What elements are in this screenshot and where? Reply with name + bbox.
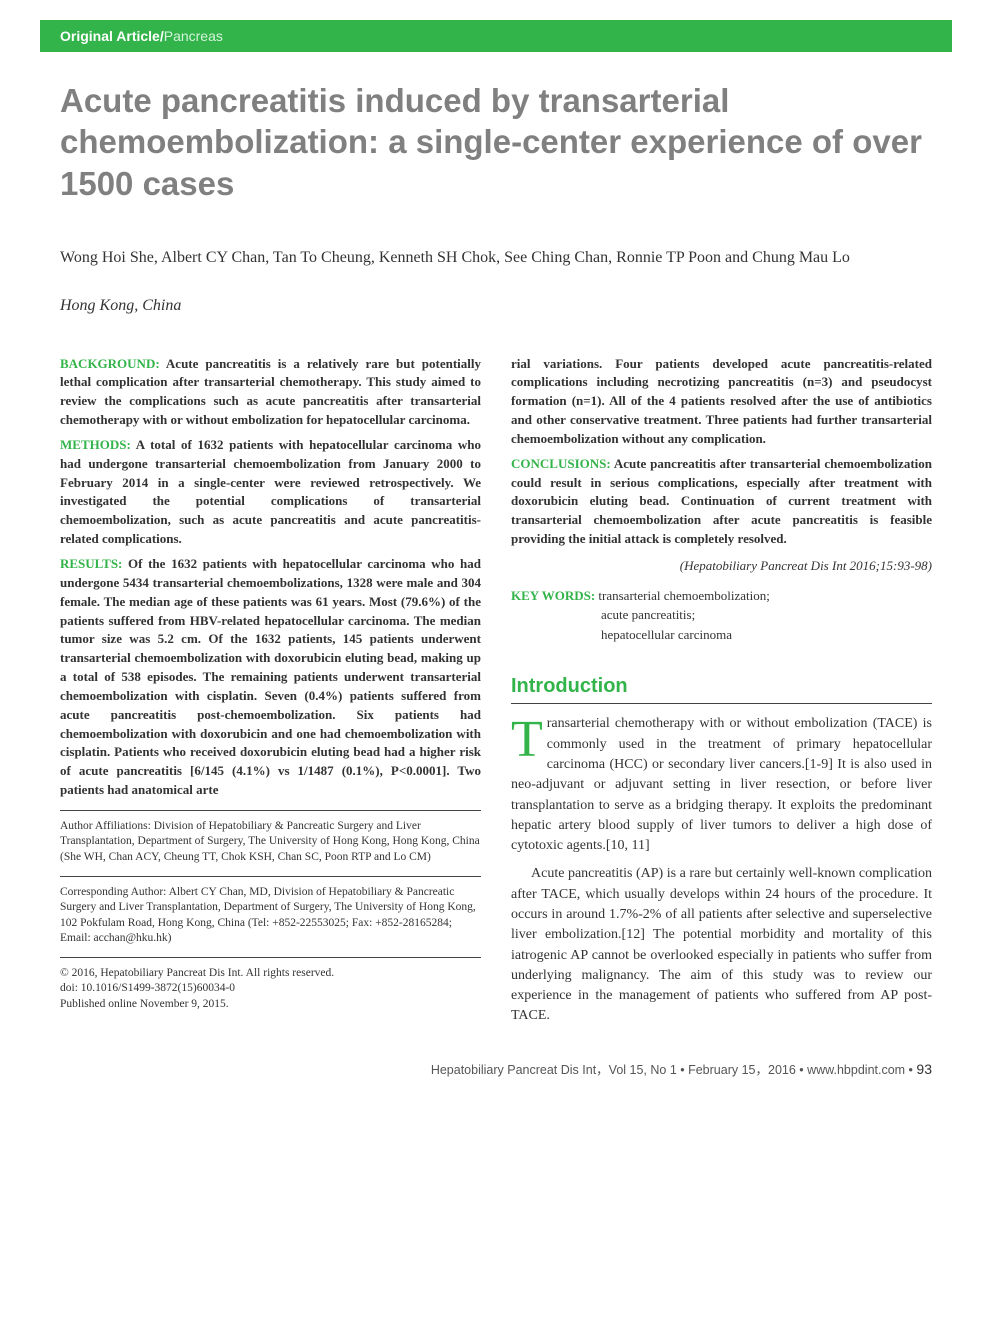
abstract-methods: METHODS: A total of 1632 patients with h…: [60, 436, 481, 549]
published-line: Published online November 9, 2015.: [60, 997, 481, 1013]
page-container: Original Article/Pancreas Acute pancreat…: [0, 20, 992, 1098]
author-affiliations: Author Affiliations: Division of Hepatob…: [60, 819, 481, 866]
category-text: Original Article/: [60, 28, 164, 44]
methods-label: METHODS:: [60, 437, 131, 452]
two-column-body: BACKGROUND: Acute pancreatitis is a rela…: [0, 315, 992, 1035]
results-text-1: Of the 1632 patients with hepatocellular…: [60, 556, 481, 797]
abstract-conclusions: CONCLUSIONS: Acute pancreatitis after tr…: [511, 455, 932, 549]
results-label: RESULTS:: [60, 556, 122, 571]
introduction-rule: [511, 703, 932, 704]
abstract-results-part2: rial variations. Four patients developed…: [511, 355, 932, 449]
intro-para-1-text: ransarterial chemotherapy with or withou…: [511, 716, 932, 853]
keywords-label: KEY WORDS:: [511, 588, 595, 603]
keywords-block: KEY WORDS: transarterial chemoembolizati…: [511, 586, 932, 645]
doi-line: doi: 10.1016/S1499-3872(15)60034-0: [60, 981, 481, 997]
footnotes-block: Author Affiliations: Division of Hepatob…: [60, 810, 481, 1012]
corresponding-author: Corresponding Author: Albert CY Chan, MD…: [60, 885, 481, 947]
right-column: rial variations. Four patients developed…: [511, 355, 932, 1035]
copyright-line: © 2016, Hepatobiliary Pancreat Dis Int. …: [60, 966, 481, 982]
footnote-rule-2: [60, 876, 481, 877]
keyword-3: hepatocellular carcinoma: [511, 625, 932, 645]
methods-text: A total of 1632 patients with hepatocell…: [60, 437, 481, 546]
footer-journal-info: Hepatobiliary Pancreat Dis Int，Vol 15, N…: [431, 1063, 913, 1077]
footnote-rule-3: [60, 957, 481, 958]
intro-para-2: Acute pancreatitis (AP) is a rare but ce…: [511, 864, 932, 1026]
page-number: 93: [916, 1061, 932, 1077]
category-bar: Original Article/Pancreas: [40, 20, 952, 52]
intro-para-1: Transarterial chemotherapy with or witho…: [511, 714, 932, 856]
dropcap-letter: T: [511, 714, 547, 762]
footnote-rule-1: [60, 810, 481, 811]
keyword-1: transarterial chemoembolization;: [598, 588, 769, 603]
conclusions-label: CONCLUSIONS:: [511, 456, 611, 471]
background-label: BACKGROUND:: [60, 356, 160, 371]
author-location: Hong Kong, China: [0, 281, 992, 315]
introduction-heading: Introduction: [511, 672, 932, 701]
category-label: Original Article/Pancreas: [40, 28, 243, 44]
page-footer: Hepatobiliary Pancreat Dis Int，Vol 15, N…: [0, 1035, 992, 1078]
journal-reference: (Hepatobiliary Pancreat Dis Int 2016;15:…: [511, 557, 932, 576]
author-list: Wong Hoi She, Albert CY Chan, Tan To Che…: [0, 204, 992, 281]
results-text-2: rial variations. Four patients developed…: [511, 356, 932, 446]
left-column: BACKGROUND: Acute pancreatitis is a rela…: [60, 355, 481, 1035]
keyword-2: acute pancreatitis;: [511, 605, 932, 625]
subcategory-text: Pancreas: [164, 28, 223, 44]
abstract-background: BACKGROUND: Acute pancreatitis is a rela…: [60, 355, 481, 430]
abstract-results-part1: RESULTS: Of the 1632 patients with hepat…: [60, 555, 481, 800]
article-title: Acute pancreatitis induced by transarter…: [0, 52, 992, 204]
